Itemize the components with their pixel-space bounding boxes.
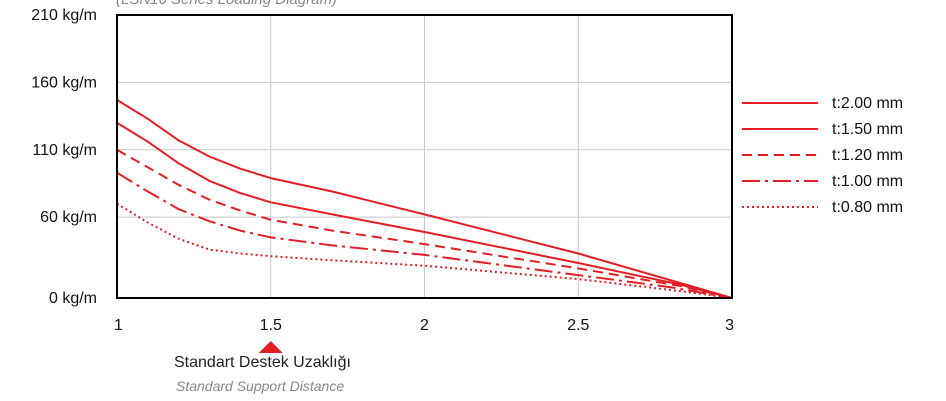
series-line-2 bbox=[116, 148, 733, 299]
x-tick-label: 2.5 bbox=[567, 317, 589, 334]
y-tick-label: 0 kg/m bbox=[49, 290, 97, 307]
series-line-0 bbox=[116, 99, 733, 299]
legend-label-4: t:0.80 mm bbox=[832, 199, 903, 216]
series-line-3 bbox=[116, 171, 733, 299]
legend-label-2: t:1.20 mm bbox=[832, 147, 903, 164]
y-tick-label: 210 kg/m bbox=[31, 7, 97, 24]
y-tick-label: 110 kg/m bbox=[32, 142, 97, 159]
series-line-4 bbox=[116, 202, 733, 299]
x-tick-label: 3 bbox=[725, 317, 734, 334]
x-tick-label: 2 bbox=[420, 317, 429, 334]
support-distance-marker bbox=[258, 341, 283, 353]
support-distance-sublabel: Standard Support Distance bbox=[176, 378, 345, 394]
legend-label-1: t:1.50 mm bbox=[832, 121, 903, 138]
x-tick-label: 1.5 bbox=[260, 317, 282, 334]
x-tick-label: 1 bbox=[114, 317, 123, 334]
y-tick-label: 160 kg/m bbox=[31, 74, 97, 91]
legend-label-0: t:2.00 mm bbox=[832, 95, 903, 112]
legend-label-3: t:1.00 mm bbox=[832, 173, 903, 190]
support-distance-label: Standart Destek Uzaklığı bbox=[174, 354, 351, 371]
series-line-1 bbox=[116, 121, 733, 299]
plot-frame bbox=[116, 14, 733, 299]
y-tick-label: 60 kg/m bbox=[40, 209, 97, 226]
chart-subtitle: (LSN16 Series Loading Diagram) bbox=[116, 0, 337, 8]
